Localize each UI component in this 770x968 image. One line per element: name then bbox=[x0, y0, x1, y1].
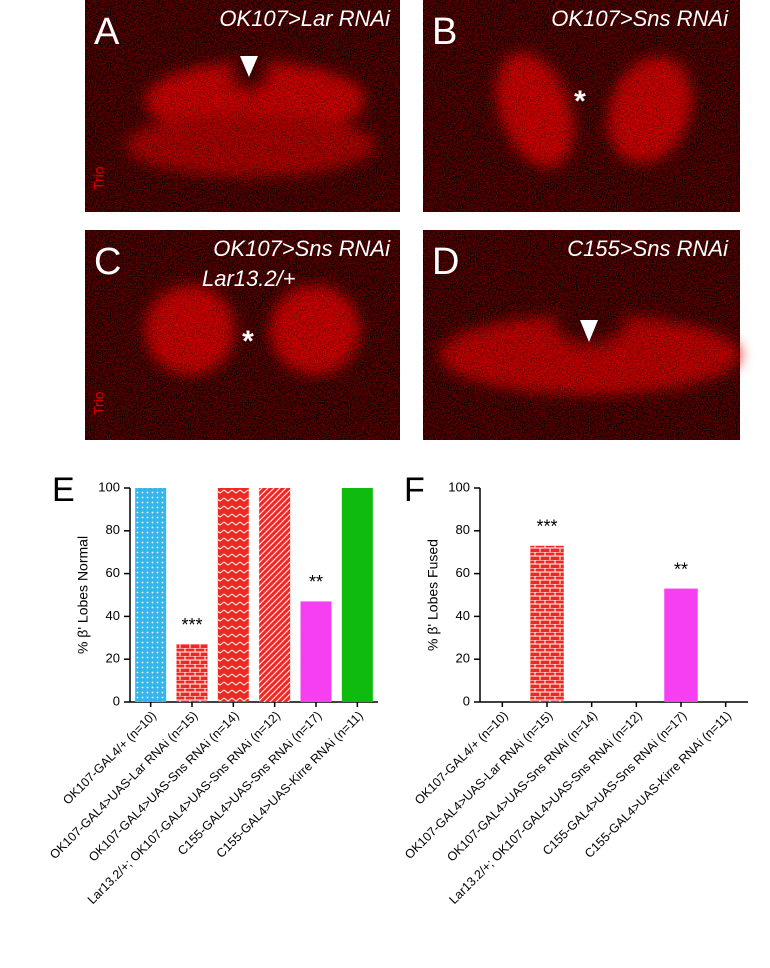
y-tick-label: 60 bbox=[106, 565, 120, 580]
panel-label: B bbox=[432, 11, 457, 53]
y-tick-label: 20 bbox=[456, 651, 470, 666]
micrograph-b: B OK107>Sns RNAi * bbox=[423, 0, 740, 212]
bar bbox=[664, 588, 698, 702]
y-tick-label: 80 bbox=[106, 522, 120, 537]
x-tick-label: OK107-GAL4>UAS-Sns RNAi (n=14) bbox=[86, 709, 242, 865]
bar-hatch bbox=[135, 488, 167, 702]
bar-hatch bbox=[217, 488, 249, 702]
x-tick-label: OK107-GAL4>UAS-Lar RNAi (n=15) bbox=[47, 709, 200, 862]
stain-label: Trio bbox=[91, 391, 107, 415]
y-tick-label: 20 bbox=[106, 651, 120, 666]
significance: *** bbox=[536, 517, 557, 537]
y-axis-label: % β' Lobes Fused bbox=[425, 539, 441, 651]
panel-subtitle: Lar13.2/+ bbox=[202, 266, 296, 291]
panel-title: C155>Sns RNAi bbox=[567, 236, 729, 261]
y-tick-label: 60 bbox=[456, 565, 470, 580]
panel-letter: E bbox=[52, 471, 75, 509]
panel-title: OK107>Sns RNAi bbox=[213, 236, 391, 261]
y-tick-label: 40 bbox=[106, 608, 120, 623]
stain-label: Trio bbox=[91, 166, 107, 190]
significance: *** bbox=[181, 615, 202, 635]
panel-title: OK107>Sns RNAi bbox=[551, 6, 729, 31]
panel-label: A bbox=[94, 11, 120, 53]
y-tick-label: 0 bbox=[113, 693, 120, 708]
x-tick-label: Lar13.2/+; OK107-GAL4>UAS-Sns RNAi (n=12… bbox=[85, 709, 283, 907]
panel-label: D bbox=[432, 241, 459, 283]
y-tick-label: 0 bbox=[463, 693, 470, 708]
y-tick-label: 80 bbox=[456, 522, 470, 537]
y-axis-label: % β' Lobes Normal bbox=[75, 536, 91, 654]
panel-letter: F bbox=[404, 471, 425, 509]
x-tick-label: C155-GAL4>UAS-Kirre RNAi (n=11) bbox=[214, 709, 366, 861]
bar bbox=[300, 601, 332, 702]
significance: ** bbox=[674, 559, 688, 579]
micrograph-c: C OK107>Sns RNAi Lar13.2/+ Trio * bbox=[85, 230, 400, 440]
y-tick-label: 100 bbox=[448, 479, 470, 494]
y-tick-label: 100 bbox=[98, 479, 120, 494]
significance: ** bbox=[309, 572, 323, 592]
y-tick-label: 40 bbox=[456, 608, 470, 623]
bar-hatch bbox=[259, 488, 291, 702]
panel-title: OK107>Lar RNAi bbox=[219, 6, 391, 31]
marker: * bbox=[574, 85, 586, 118]
marker: * bbox=[242, 325, 254, 358]
micrograph-d: D C155>Sns RNAi bbox=[423, 230, 740, 440]
bar bbox=[341, 488, 373, 702]
panel-label: C bbox=[94, 241, 121, 283]
bar-hatch bbox=[176, 644, 208, 702]
micrograph-a: A OK107>Lar RNAi Trio bbox=[85, 0, 400, 212]
bar-hatch bbox=[530, 545, 564, 702]
